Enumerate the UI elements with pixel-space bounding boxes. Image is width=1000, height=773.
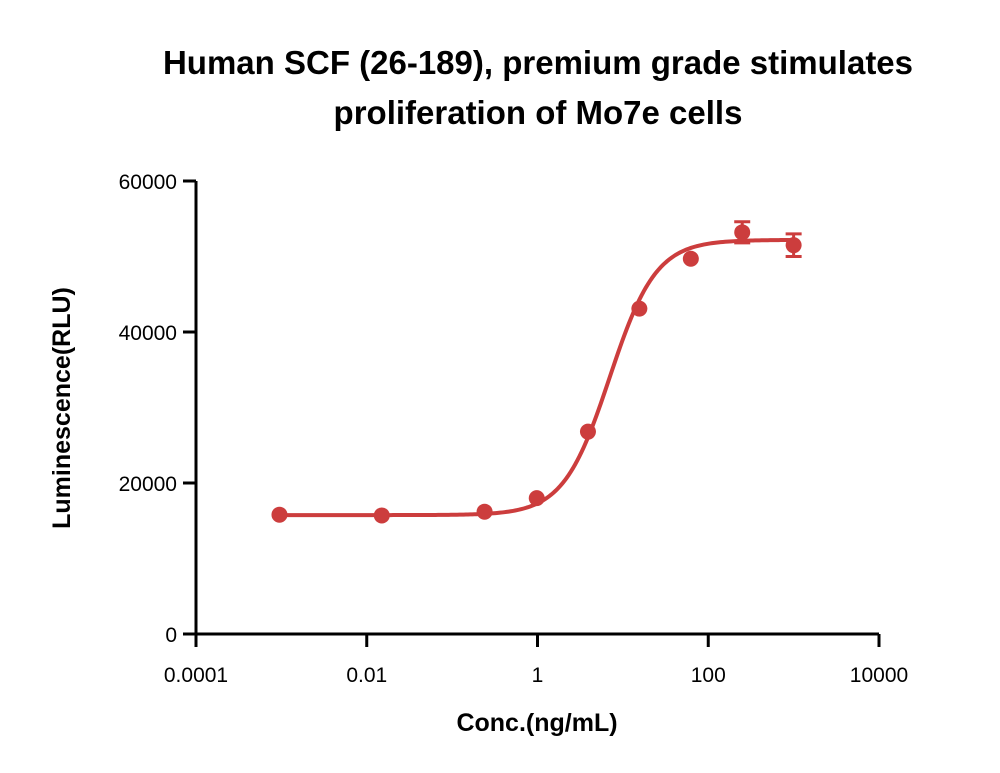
y-tick-label: 60000	[119, 171, 177, 194]
fit-curve	[279, 237, 794, 518]
x-tick-label: 1	[532, 664, 544, 687]
x-tick-label: 100	[691, 664, 726, 687]
y-tick-label: 0	[165, 624, 177, 647]
data-point	[476, 503, 493, 520]
x-tick-label: 10000	[850, 664, 908, 687]
y-ticks: 0 20000 40000 60000	[119, 171, 196, 647]
data-point	[373, 507, 390, 524]
y-tick-label: 40000	[119, 322, 177, 345]
data-point	[528, 490, 545, 507]
data-point	[271, 506, 288, 523]
y-tick-label: 20000	[119, 473, 177, 496]
axes	[194, 181, 879, 636]
x-tick-label: 0.0001	[164, 664, 228, 687]
data-point	[579, 423, 596, 440]
chart-title-line-2: proliferation of Mo7e cells	[334, 94, 743, 131]
x-tick-label: 0.01	[346, 664, 387, 687]
x-axis-title: Conc.(ng/mL)	[456, 709, 617, 737]
data-point	[631, 300, 648, 317]
data-point	[785, 237, 802, 254]
data-point	[734, 224, 751, 241]
data-point	[682, 250, 699, 267]
chart-title-line-1: Human SCF (26-189), premium grade stimul…	[163, 44, 913, 81]
data-points	[271, 224, 802, 524]
x-ticks: 0.0001 0.01 1 100 10000	[164, 634, 908, 687]
y-axis-title: Luminescence(RLU)	[48, 287, 76, 529]
